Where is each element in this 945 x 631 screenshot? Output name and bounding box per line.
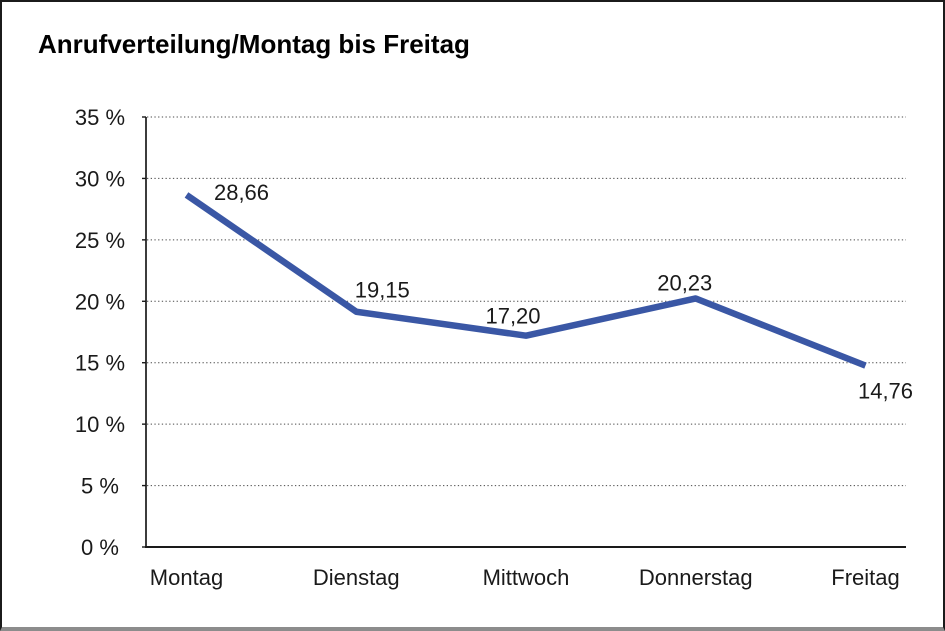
y-tick-label: 10 %: [75, 412, 125, 437]
chart-title: Anrufverteilung/Montag bis Freitag: [38, 29, 470, 59]
y-tick-label: 30 %: [75, 166, 125, 191]
x-category-label: Mittwoch: [483, 565, 570, 590]
data-point-label: 19,15: [355, 278, 410, 303]
data-point-label: 20,23: [657, 270, 712, 295]
data-point-label: 28,66: [214, 180, 269, 205]
y-tick-label: 20 %: [75, 289, 125, 314]
y-tick-label: 25 %: [75, 228, 125, 253]
x-category-label: Freitag: [831, 565, 899, 590]
data-point-label: 14,76: [858, 379, 913, 404]
y-tick-label: 5 %: [81, 474, 119, 499]
data-point-label: 17,20: [485, 304, 540, 329]
data-series-line: [184, 192, 867, 369]
y-tick-label: 0 %: [81, 535, 119, 560]
x-category-label: Donnerstag: [639, 565, 753, 590]
x-category-label: Dienstag: [313, 565, 400, 590]
y-tick-label: 15 %: [75, 351, 125, 376]
x-category-label: Montag: [150, 565, 223, 590]
y-tick-label: 35 %: [75, 105, 125, 130]
